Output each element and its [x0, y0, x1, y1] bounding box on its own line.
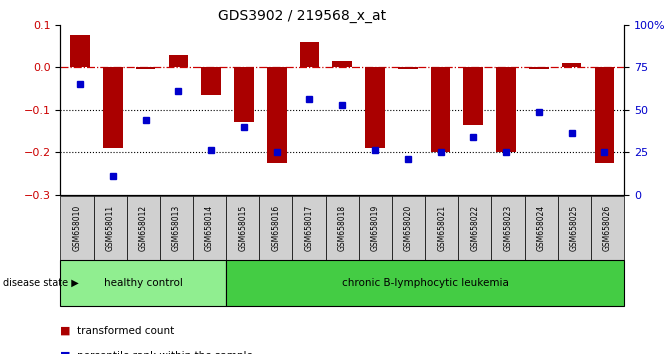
Text: GSM658014: GSM658014: [205, 205, 214, 251]
Text: GSM658024: GSM658024: [537, 205, 546, 251]
Text: transformed count: transformed count: [77, 326, 174, 336]
Text: GSM658025: GSM658025: [570, 205, 579, 251]
Text: healthy control: healthy control: [104, 278, 183, 288]
Bar: [267, 67, 287, 163]
Text: ■: ■: [60, 351, 71, 354]
Bar: [70, 35, 90, 67]
Bar: [431, 67, 450, 152]
Text: GSM658010: GSM658010: [72, 205, 81, 251]
Text: GSM658018: GSM658018: [338, 205, 347, 251]
Text: GSM658022: GSM658022: [470, 205, 479, 251]
Bar: [136, 67, 156, 69]
Text: chronic B-lymphocytic leukemia: chronic B-lymphocytic leukemia: [342, 278, 509, 288]
Bar: [332, 61, 352, 67]
Bar: [365, 67, 384, 148]
Bar: [562, 63, 582, 67]
Bar: [201, 67, 221, 95]
Bar: [497, 67, 516, 152]
Text: GSM658020: GSM658020: [404, 205, 413, 251]
Bar: [398, 67, 417, 69]
Text: GSM658013: GSM658013: [172, 205, 181, 251]
Text: disease state ▶: disease state ▶: [3, 278, 79, 288]
Bar: [300, 42, 319, 67]
Bar: [168, 55, 188, 67]
Text: GSM658012: GSM658012: [139, 205, 148, 251]
Text: percentile rank within the sample: percentile rank within the sample: [77, 351, 253, 354]
Text: GSM658011: GSM658011: [105, 205, 115, 251]
Bar: [595, 67, 614, 163]
Text: GSM658015: GSM658015: [238, 205, 247, 251]
Text: GSM658016: GSM658016: [271, 205, 280, 251]
Bar: [464, 67, 483, 125]
Text: ■: ■: [60, 326, 71, 336]
Bar: [234, 67, 254, 122]
Text: GSM658023: GSM658023: [503, 205, 513, 251]
Bar: [103, 67, 123, 148]
Text: GSM658019: GSM658019: [371, 205, 380, 251]
Text: GSM658021: GSM658021: [437, 205, 446, 251]
Text: GSM658017: GSM658017: [305, 205, 313, 251]
Text: GSM658026: GSM658026: [603, 205, 612, 251]
Text: GDS3902 / 219568_x_at: GDS3902 / 219568_x_at: [218, 9, 386, 23]
Bar: [529, 67, 549, 69]
